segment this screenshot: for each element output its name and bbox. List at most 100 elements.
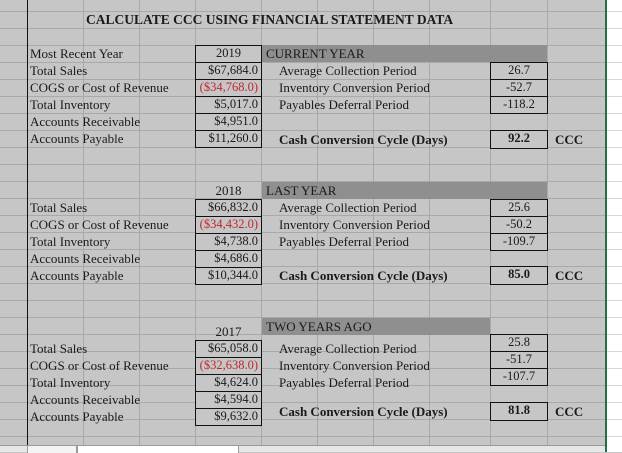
- grid-line: [0, 79, 605, 80]
- cogs-cell[interactable]: ($32,638.0): [195, 357, 262, 375]
- year-cell[interactable]: 2018: [215, 183, 242, 198]
- label-inv-conversion: Inventory Conversion Period: [279, 358, 430, 373]
- grid-line: [0, 385, 605, 386]
- grid-line: [0, 249, 605, 250]
- ccc-result-cell[interactable]: 81.8: [490, 402, 548, 421]
- label-inv-conversion: Inventory Conversion Period: [279, 80, 430, 95]
- label-accounts-receivable: Accounts Receivable: [30, 251, 141, 266]
- label-total-sales: Total Sales: [30, 63, 88, 78]
- grid-line: [83, 0, 84, 445]
- total-inventory-cell[interactable]: $4,738.0: [195, 233, 262, 251]
- total-inventory-cell[interactable]: $4,624.0: [195, 374, 262, 392]
- total-sales-cell[interactable]: $65,058.0: [195, 340, 262, 358]
- label-accounts-payable: Accounts Payable: [30, 131, 124, 146]
- label-payables-deferral: Payables Deferral Period: [279, 375, 409, 390]
- avg-collection-cell[interactable]: 25.6: [490, 199, 548, 217]
- inv-conversion-cell[interactable]: -50.2: [490, 216, 548, 234]
- section-band: LAST YEAR: [262, 182, 547, 199]
- sheet-title: CALCULATE CCC USING FINANCIAL STATEMENT …: [86, 12, 454, 27]
- year-cell[interactable]: 2017: [215, 324, 242, 339]
- inv-conversion-cell[interactable]: -52.7: [490, 79, 548, 97]
- grid-line: [0, 11, 605, 12]
- grid-line: [0, 28, 605, 29]
- ccc-tag: CCC: [555, 132, 584, 147]
- grid-line: [0, 130, 605, 131]
- grid-line: [0, 164, 605, 165]
- grid-line: [0, 368, 605, 369]
- grid-line: [0, 351, 605, 352]
- ccc-result-cell[interactable]: 85.0: [490, 266, 548, 285]
- payables-deferral-cell[interactable]: -107.7: [490, 368, 548, 386]
- label-payables-deferral: Payables Deferral Period: [279, 97, 409, 112]
- label-ccc-days: Cash Conversion Cycle (Days): [279, 268, 448, 283]
- label-cogs: COGS or Cost of Revenue: [30, 80, 169, 95]
- label-total-inventory: Total Inventory: [30, 97, 111, 112]
- payables-deferral-cell[interactable]: -118.2: [490, 96, 548, 114]
- section-band: TWO YEARS AGO: [262, 318, 490, 335]
- cogs-cell[interactable]: ($34,432.0): [195, 216, 262, 234]
- grid-line: [0, 147, 605, 148]
- grid-line: [0, 232, 605, 233]
- grid-line: [0, 436, 605, 437]
- grid-line: [0, 300, 605, 301]
- label-payables-deferral: Payables Deferral Period: [279, 234, 409, 249]
- accounts-receivable-cell[interactable]: $4,594.0: [195, 391, 262, 409]
- accounts-receivable-cell[interactable]: $4,951.0: [195, 113, 262, 131]
- total-sales-cell[interactable]: $66,832.0: [195, 199, 262, 217]
- label-accounts-receivable: Accounts Receivable: [30, 114, 141, 129]
- ccc-tag: CCC: [555, 268, 584, 283]
- grid-line: [0, 181, 605, 182]
- year-cell[interactable]: 2019: [195, 45, 262, 63]
- grid-line: [429, 0, 430, 445]
- adjacent-empty-cells[interactable]: [607, 0, 622, 452]
- section-band: CURRENT YEAR: [262, 45, 547, 62]
- cogs-cell[interactable]: ($34,768.0): [195, 79, 262, 97]
- total-sales-cell[interactable]: $67,684.0: [195, 62, 262, 80]
- grid-line: [0, 62, 605, 63]
- label-avg-collection: Average Collection Period: [279, 200, 417, 215]
- grid-line: [0, 402, 605, 403]
- sheet-tab-strip: [0, 445, 605, 453]
- spreadsheet-grid[interactable]: CALCULATE CCC USING FINANCIAL STATEMENT …: [0, 0, 605, 445]
- label-inv-conversion: Inventory Conversion Period: [279, 217, 430, 232]
- accounts-receivable-cell[interactable]: $4,686.0: [195, 250, 262, 268]
- grid-line: [139, 0, 140, 445]
- label-ccc-days: Cash Conversion Cycle (Days): [279, 132, 448, 147]
- total-inventory-cell[interactable]: $5,017.0: [195, 96, 262, 114]
- label-total-inventory: Total Inventory: [30, 375, 111, 390]
- accounts-payable-cell[interactable]: $9,632.0: [195, 408, 262, 426]
- ccc-result-cell[interactable]: 92.2: [490, 130, 548, 149]
- grid-line: [0, 266, 605, 267]
- label-ccc-days: Cash Conversion Cycle (Days): [279, 404, 448, 419]
- label-cogs: COGS or Cost of Revenue: [30, 358, 169, 373]
- ccc-tag: CCC: [555, 404, 584, 419]
- label-accounts-receivable: Accounts Receivable: [30, 392, 141, 407]
- label-total-sales: Total Sales: [30, 200, 88, 215]
- payables-deferral-cell[interactable]: -109.7: [490, 233, 548, 251]
- avg-collection-cell[interactable]: 26.7: [490, 62, 548, 80]
- label-total-sales: Total Sales: [30, 341, 88, 356]
- avg-collection-cell[interactable]: 25.8: [490, 334, 548, 352]
- label-cogs: COGS or Cost of Revenue: [30, 217, 169, 232]
- label-total-inventory: Total Inventory: [30, 234, 111, 249]
- grid-line: [0, 419, 605, 420]
- sheet-tab[interactable]: [27, 446, 77, 453]
- grid-line: [0, 283, 605, 284]
- table-left-border: [27, 0, 28, 445]
- active-column-border: [605, 0, 607, 452]
- label-avg-collection: Average Collection Period: [279, 341, 417, 356]
- grid-line: [0, 317, 605, 318]
- grid-line: [0, 96, 605, 97]
- inv-conversion-cell[interactable]: -51.7: [490, 351, 548, 369]
- accounts-payable-cell[interactable]: $11,260.0: [195, 130, 262, 148]
- label-accounts-payable: Accounts Payable: [30, 268, 124, 283]
- grid-line: [0, 113, 605, 114]
- sheet-tab-active[interactable]: [77, 446, 239, 453]
- label-accounts-payable: Accounts Payable: [30, 409, 124, 424]
- accounts-payable-cell[interactable]: $10,344.0: [195, 267, 262, 285]
- grid-line: [373, 0, 374, 445]
- grid-line: [317, 0, 318, 445]
- label-most-recent-year: Most Recent Year: [30, 46, 123, 61]
- grid-line: [0, 215, 605, 216]
- label-avg-collection: Average Collection Period: [279, 63, 417, 78]
